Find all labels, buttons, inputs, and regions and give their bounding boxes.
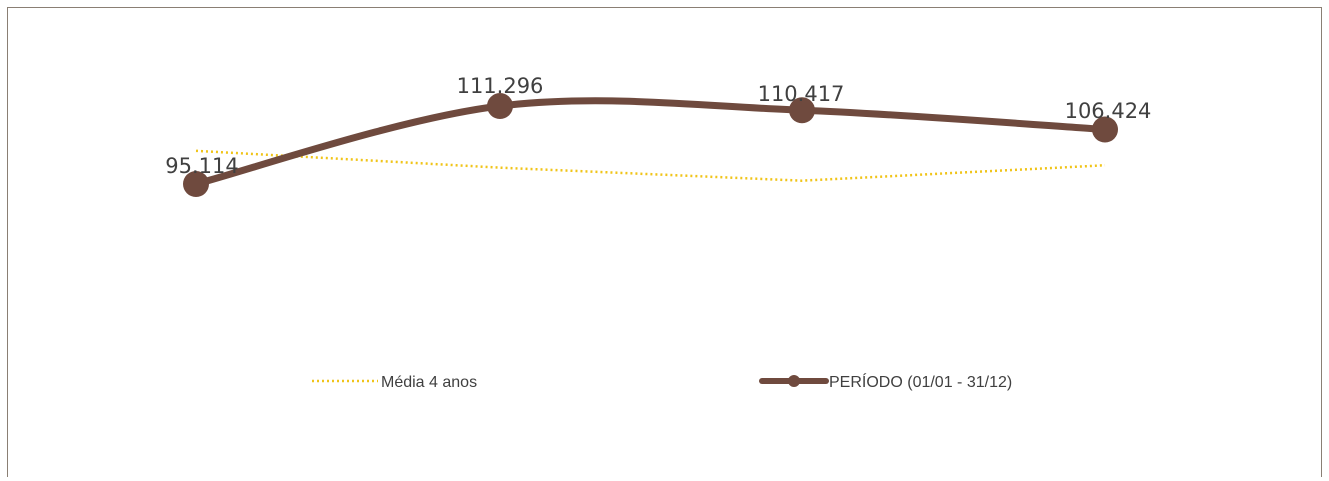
data-label-3: 110.417 xyxy=(758,82,845,106)
legend-period-marker xyxy=(788,375,800,387)
period-point-4 xyxy=(1092,116,1118,143)
data-label-2: 111.296 xyxy=(457,74,544,98)
chart-frame xyxy=(7,7,1322,477)
period-point-1 xyxy=(183,170,209,197)
average-series-line xyxy=(195,149,1106,182)
legend: Média 4 anos PERÍODO (01/01 - 31/12) xyxy=(312,372,1012,391)
data-labels-layer: 95.114 111.296 110.417 106.424 xyxy=(165,74,1151,178)
period-point-3 xyxy=(789,97,815,124)
data-label-1: 95.114 xyxy=(165,154,238,178)
period-point-2 xyxy=(487,93,513,120)
legend-average-label: Média 4 anos xyxy=(381,374,477,391)
average-series-layer xyxy=(195,149,1106,182)
period-series-layer xyxy=(183,93,1118,197)
period-series-line xyxy=(192,97,1109,188)
legend-period-label: PERÍODO (01/01 - 31/12) xyxy=(829,372,1012,391)
data-label-4: 106.424 xyxy=(1065,99,1152,123)
